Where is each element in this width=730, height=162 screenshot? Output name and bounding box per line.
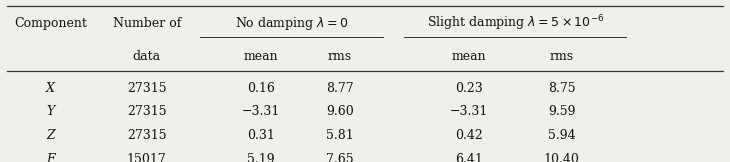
- Text: 8.75: 8.75: [548, 82, 575, 95]
- Text: F: F: [46, 153, 55, 162]
- Text: mean: mean: [244, 50, 279, 63]
- Text: Z: Z: [46, 129, 55, 142]
- Text: 15017: 15017: [127, 153, 166, 162]
- Text: 6.41: 6.41: [455, 153, 483, 162]
- Text: 9.59: 9.59: [548, 105, 575, 118]
- Text: 5.94: 5.94: [548, 129, 575, 142]
- Text: 0.23: 0.23: [455, 82, 483, 95]
- Text: 5.81: 5.81: [326, 129, 354, 142]
- Text: 0.42: 0.42: [455, 129, 483, 142]
- Text: 0.31: 0.31: [247, 129, 275, 142]
- Text: −3.31: −3.31: [242, 105, 280, 118]
- Text: rms: rms: [328, 50, 352, 63]
- Text: No damping $\lambda = 0$: No damping $\lambda = 0$: [235, 15, 348, 32]
- Text: −3.31: −3.31: [450, 105, 488, 118]
- Text: 27315: 27315: [127, 105, 166, 118]
- Text: Number of: Number of: [112, 17, 181, 29]
- Text: 9.60: 9.60: [326, 105, 354, 118]
- Text: 0.16: 0.16: [247, 82, 275, 95]
- Text: 27315: 27315: [127, 82, 166, 95]
- Text: 8.77: 8.77: [326, 82, 354, 95]
- Text: Component: Component: [14, 17, 87, 29]
- Text: Slight damping $\lambda = 5 \times 10^{-6}$: Slight damping $\lambda = 5 \times 10^{-…: [426, 13, 604, 33]
- Text: X: X: [46, 82, 55, 95]
- Text: 10.40: 10.40: [544, 153, 580, 162]
- Text: 27315: 27315: [127, 129, 166, 142]
- Text: mean: mean: [451, 50, 486, 63]
- Text: rms: rms: [550, 50, 574, 63]
- Text: 5.19: 5.19: [247, 153, 275, 162]
- Text: 7.65: 7.65: [326, 153, 354, 162]
- Text: data: data: [133, 50, 161, 63]
- Text: Y: Y: [46, 105, 54, 118]
